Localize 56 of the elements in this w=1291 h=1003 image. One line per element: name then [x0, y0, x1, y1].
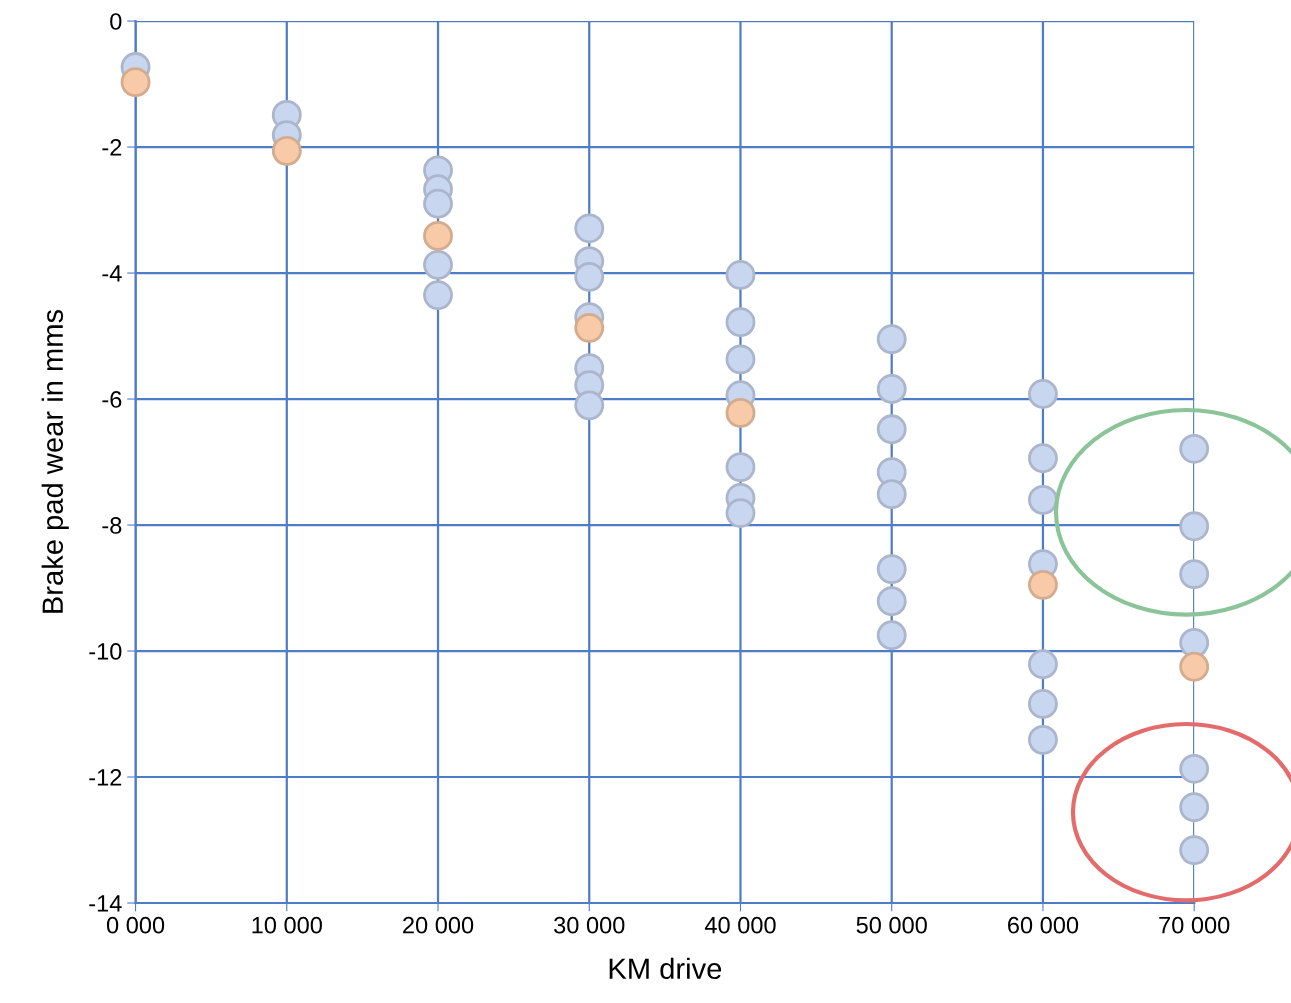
- x-tick-label: 40 000: [704, 916, 776, 934]
- x-tick-label: 30 000: [554, 916, 625, 934]
- point: [876, 479, 907, 510]
- y-tick-label: -8: [102, 517, 122, 534]
- point: [876, 414, 907, 445]
- point: [271, 135, 302, 166]
- point: [120, 67, 151, 98]
- point: [1028, 569, 1058, 600]
- point: [574, 312, 605, 343]
- point: [876, 324, 907, 355]
- x-tick-label: 50 000: [856, 916, 927, 934]
- x-tick-label: 10 000: [252, 916, 322, 934]
- point: [725, 344, 756, 375]
- point: [725, 498, 756, 528]
- point: [1179, 651, 1210, 682]
- point: [1179, 835, 1210, 866]
- point: [574, 390, 605, 421]
- x-axis-title: KM drive: [609, 957, 722, 980]
- point: [876, 554, 907, 585]
- point: [725, 307, 756, 338]
- point: [423, 220, 453, 251]
- y-tick-label: -4: [102, 265, 122, 282]
- point: [423, 280, 453, 311]
- point: [574, 261, 605, 292]
- point: [1028, 484, 1058, 515]
- x-tick-label: 60 000: [1008, 916, 1079, 934]
- point: [1179, 511, 1210, 542]
- point: [423, 249, 453, 280]
- y-tick-label: -2: [102, 139, 122, 156]
- x-tick-label: 70 000: [1159, 916, 1230, 934]
- point: [876, 620, 907, 651]
- point: [876, 374, 907, 404]
- point: [1179, 753, 1210, 784]
- point: [574, 213, 605, 244]
- point: [1179, 792, 1210, 823]
- point: [1179, 433, 1210, 464]
- point: [1179, 627, 1210, 658]
- y-axis-title: Brake pad wear in mms: [41, 309, 69, 613]
- point: [1028, 379, 1058, 409]
- point: [423, 188, 453, 219]
- x-tick-label: 20 000: [403, 916, 474, 934]
- point: [1028, 724, 1058, 755]
- point: [725, 452, 756, 482]
- y-tick-label: -6: [102, 391, 122, 408]
- point: [1028, 649, 1058, 680]
- point: [876, 586, 907, 617]
- y-tick-label: -10: [89, 643, 122, 660]
- y-tick-label: -12: [89, 769, 122, 786]
- point: [1028, 443, 1058, 474]
- point: [1179, 559, 1210, 590]
- x-tick-label: 0 000: [106, 916, 165, 934]
- y-tick-label: 0: [110, 13, 122, 30]
- y-tick-label: -14: [89, 895, 122, 912]
- point: [725, 397, 756, 428]
- point: [725, 260, 756, 290]
- point: [1028, 689, 1058, 719]
